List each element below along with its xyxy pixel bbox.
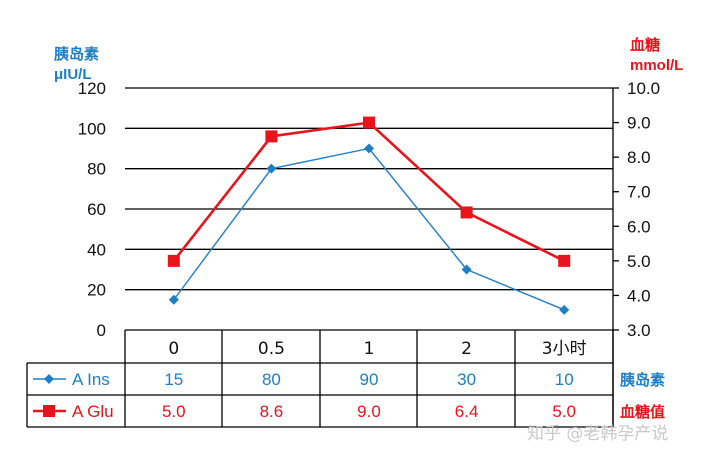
ins-point-0 — [168, 294, 179, 305]
ins-point-4 — [559, 304, 570, 315]
left-tick-label-0: 0 — [97, 321, 106, 340]
table-value-0-2: 90 — [360, 370, 379, 389]
right-tick-label-10: 10.0 — [627, 79, 660, 98]
glu-point-0 — [167, 254, 180, 267]
table-value-1-3: 6.4 — [455, 402, 479, 421]
glu-point-2 — [363, 116, 375, 129]
table-value-1-1: 8.6 — [260, 402, 284, 421]
right-tick-label-6: 6.0 — [627, 217, 651, 236]
axis-titles: 胰岛素 μIU/L 血糖 mmol/L — [54, 36, 683, 83]
right-tick-label-7: 7.0 — [627, 183, 651, 202]
left-tick-label-20: 20 — [87, 281, 106, 300]
ins-point-2 — [364, 143, 374, 154]
category-label-0: 0 — [168, 339, 179, 359]
table-value-0-4: 10 — [555, 370, 574, 389]
category-label-3: 2 — [461, 339, 472, 359]
row-label-0: 胰岛素 — [620, 371, 665, 389]
left-tick-label-40: 40 — [87, 240, 106, 259]
left-axis-title-line1: 胰岛素 — [54, 45, 99, 63]
ins-point-1 — [266, 163, 277, 174]
watermark: 知乎 @老韩孕产说 — [527, 424, 669, 444]
right-tick-label-5: 5.0 — [627, 252, 651, 271]
series-layer — [167, 116, 571, 315]
right-tick-label-9: 9.0 — [627, 114, 651, 133]
left-tick-label-120: 120 — [78, 79, 106, 98]
series-line-a-ins — [173, 147, 565, 311]
left-tick-label-80: 80 — [87, 160, 106, 179]
glu-point-4 — [558, 254, 571, 267]
category-label-1: 0.5 — [258, 339, 285, 359]
right-tick-label-4: 4.0 — [627, 286, 651, 305]
left-axis-title-line2: μIU/L — [54, 66, 92, 83]
table-value-1-4: 5.0 — [552, 402, 576, 421]
series-line-a-glu — [172, 121, 565, 263]
ins-point-3 — [461, 264, 472, 275]
legend-marker-diamond — [44, 374, 54, 384]
right-axis-title-line1: 血糖 — [630, 36, 660, 54]
legend-marker-square — [43, 405, 55, 417]
glu-point-1 — [265, 130, 278, 143]
legend-label-1: A Glu — [72, 402, 114, 421]
row-label-1: 血糖值 — [620, 403, 665, 421]
table-value-1-0: 5.0 — [162, 402, 186, 421]
table-value-0-3: 30 — [457, 370, 476, 389]
right-tick-label-3: 3.0 — [627, 321, 651, 340]
legend-label-0: A Ins — [72, 370, 110, 389]
category-label-2: 1 — [364, 339, 375, 359]
table-value-1-2: 9.0 — [357, 402, 381, 421]
table-value-0-0: 15 — [164, 370, 183, 389]
left-tick-label-100: 100 — [78, 119, 106, 138]
glu-point-3 — [460, 206, 473, 219]
category-label-4: 3小时 — [542, 339, 587, 359]
right-axis-title-line2: mmol/L — [630, 57, 683, 74]
right-tick-label-8: 8.0 — [627, 148, 651, 167]
data-table: 0 0.5 1 2 3小时 A Ins 15 80 90 30 10 胰岛素 A Glu 5.0 8.6 9.… — [26, 329, 665, 428]
table-value-0-1: 80 — [262, 370, 281, 389]
left-tick-label-60: 60 — [87, 200, 106, 219]
